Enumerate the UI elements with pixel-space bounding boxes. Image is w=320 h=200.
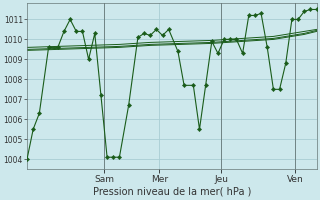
X-axis label: Pression niveau de la mer( hPa ): Pression niveau de la mer( hPa ) (92, 187, 251, 197)
